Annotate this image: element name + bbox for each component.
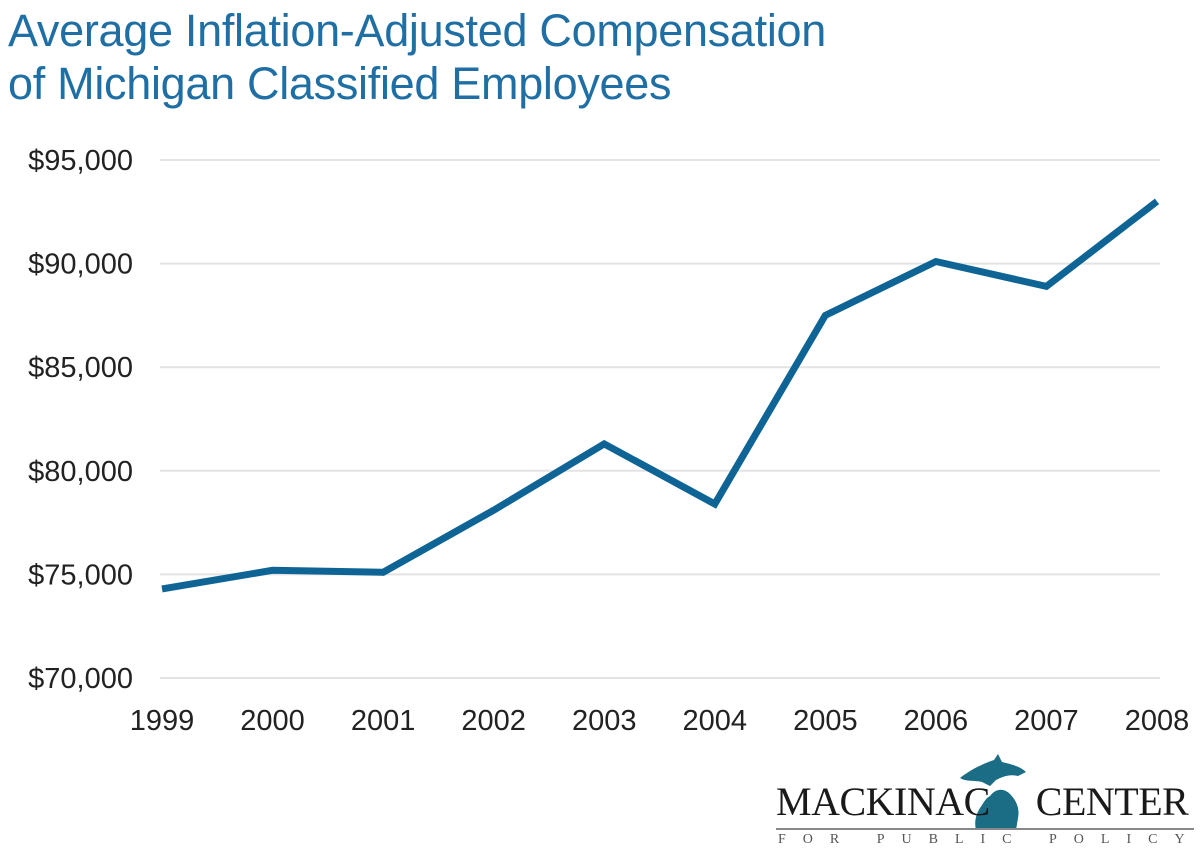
logo-divider <box>776 828 1194 830</box>
y-tick-label: $85,000 <box>28 352 133 384</box>
logo-name-right: CENTER <box>1035 779 1189 824</box>
x-tick-label: 2001 <box>351 705 416 737</box>
mackinac-center-logo: MACKINAC CENTER FOR PUBLIC POLICY <box>776 752 1196 848</box>
x-tick-label: 2003 <box>572 705 637 737</box>
michigan-map-icon <box>960 754 1026 830</box>
y-tick-label: $80,000 <box>28 456 133 488</box>
logo-name-left: MACKINAC <box>776 779 990 824</box>
logo-tagline: FOR PUBLIC POLICY <box>778 832 1200 847</box>
compensation-line <box>161 198 1160 593</box>
x-tick-label: 2007 <box>1014 705 1079 737</box>
x-tick-label: 2002 <box>461 705 526 737</box>
chart-title: Average Inflation-Adjusted Compensation … <box>8 4 826 110</box>
x-tick-label: 2006 <box>904 705 969 737</box>
gridlines <box>160 159 1160 679</box>
y-axis-labels: $95,000 $90,000 $85,000 $80,000 $75,000 $70,0… <box>28 145 133 695</box>
x-tick-label: 2004 <box>683 705 748 737</box>
x-axis-labels: 1999 2000 2001 2002 2003 2004 2005 2006 2007 2008 <box>130 705 1190 737</box>
y-tick-label: $95,000 <box>28 145 133 177</box>
chart-title-line-2: of Michigan Classified Employees <box>8 58 672 109</box>
chart-title-line-1: Average Inflation-Adjusted Compensation <box>8 5 826 56</box>
x-tick-label: 2008 <box>1125 705 1190 737</box>
y-tick-label: $70,000 <box>28 663 133 695</box>
y-tick-label: $90,000 <box>28 249 133 281</box>
x-tick-label: 2000 <box>240 705 305 737</box>
y-tick-label: $75,000 <box>28 559 133 591</box>
x-tick-label: 1999 <box>130 705 195 737</box>
logo-wordmark: MACKINAC CENTER <box>776 778 1189 825</box>
x-tick-label: 2005 <box>793 705 858 737</box>
